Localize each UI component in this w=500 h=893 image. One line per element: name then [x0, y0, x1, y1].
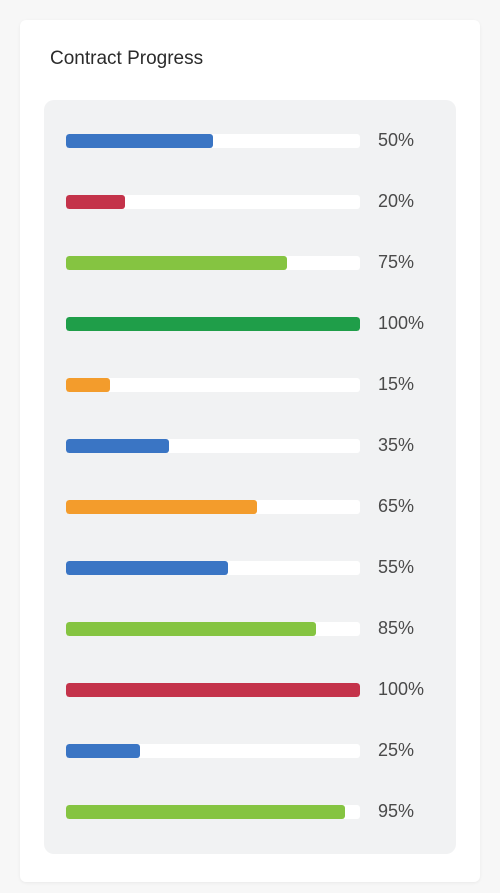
progress-track — [66, 317, 360, 331]
progress-fill — [66, 805, 345, 819]
progress-track — [66, 256, 360, 270]
progress-fill — [66, 561, 228, 575]
progress-percent-label: 75% — [378, 252, 434, 273]
progress-row: 25% — [66, 740, 434, 761]
progress-fill — [66, 683, 360, 697]
progress-track — [66, 500, 360, 514]
progress-row: 100% — [66, 679, 434, 700]
progress-track — [66, 378, 360, 392]
progress-fill — [66, 744, 140, 758]
progress-fill — [66, 195, 125, 209]
progress-panel: 50% 20% 75% 100% 15% 35% 65% 55% 85% 100% 25% 95% — [44, 100, 456, 854]
progress-row: 100% — [66, 313, 434, 334]
progress-percent-label: 55% — [378, 557, 434, 578]
progress-row: 95% — [66, 801, 434, 822]
progress-fill — [66, 134, 213, 148]
progress-track — [66, 744, 360, 758]
card-title: Contract Progress — [44, 48, 456, 70]
progress-fill — [66, 500, 257, 514]
contract-progress-card: Contract Progress 50% 20% 75% 100% 15% 35% 65%… — [20, 20, 480, 882]
progress-row: 35% — [66, 435, 434, 456]
progress-percent-label: 100% — [378, 313, 434, 334]
progress-row: 15% — [66, 374, 434, 395]
progress-fill — [66, 317, 360, 331]
progress-row: 85% — [66, 618, 434, 639]
progress-track — [66, 561, 360, 575]
progress-percent-label: 100% — [378, 679, 434, 700]
progress-track — [66, 622, 360, 636]
progress-percent-label: 20% — [378, 191, 434, 212]
progress-fill — [66, 378, 110, 392]
progress-track — [66, 683, 360, 697]
progress-row: 20% — [66, 191, 434, 212]
progress-fill — [66, 256, 287, 270]
progress-fill — [66, 622, 316, 636]
progress-track — [66, 134, 360, 148]
progress-percent-label: 50% — [378, 130, 434, 151]
progress-row: 55% — [66, 557, 434, 578]
progress-row: 65% — [66, 496, 434, 517]
progress-percent-label: 65% — [378, 496, 434, 517]
progress-percent-label: 95% — [378, 801, 434, 822]
progress-percent-label: 35% — [378, 435, 434, 456]
progress-row: 75% — [66, 252, 434, 273]
progress-row: 50% — [66, 130, 434, 151]
progress-track — [66, 195, 360, 209]
progress-percent-label: 85% — [378, 618, 434, 639]
progress-percent-label: 25% — [378, 740, 434, 761]
progress-track — [66, 805, 360, 819]
progress-fill — [66, 439, 169, 453]
progress-percent-label: 15% — [378, 374, 434, 395]
progress-track — [66, 439, 360, 453]
